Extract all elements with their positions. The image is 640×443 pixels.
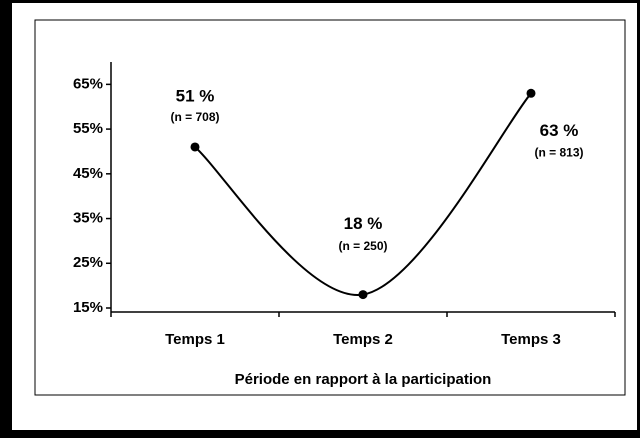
value-label: 18 % xyxy=(344,214,383,233)
y-tick-label: 55% xyxy=(73,120,103,137)
point xyxy=(358,290,368,300)
x-tick-label: Temps 2 xyxy=(333,331,393,348)
x-tick-label: Temps 1 xyxy=(165,331,225,348)
y-tick-label: 65% xyxy=(73,75,103,92)
value-label: 63 % xyxy=(540,121,579,140)
x-tick-label: Temps 3 xyxy=(501,331,561,348)
point xyxy=(190,142,200,152)
y-tick-label: 35% xyxy=(73,210,103,227)
point xyxy=(526,88,536,98)
plot-border xyxy=(34,19,626,396)
sample-label: (n = 708) xyxy=(170,110,219,124)
y-tick-label: 45% xyxy=(73,165,103,182)
background xyxy=(12,3,637,430)
y-tick-label: 15% xyxy=(73,299,103,316)
x-axis-title: Période en rapport à la participation xyxy=(235,371,492,388)
y-tick-label: 25% xyxy=(73,254,103,271)
value-label: 51 % xyxy=(176,86,215,105)
sample-label: (n = 813) xyxy=(534,145,583,159)
sample-label: (n = 250) xyxy=(338,239,387,253)
